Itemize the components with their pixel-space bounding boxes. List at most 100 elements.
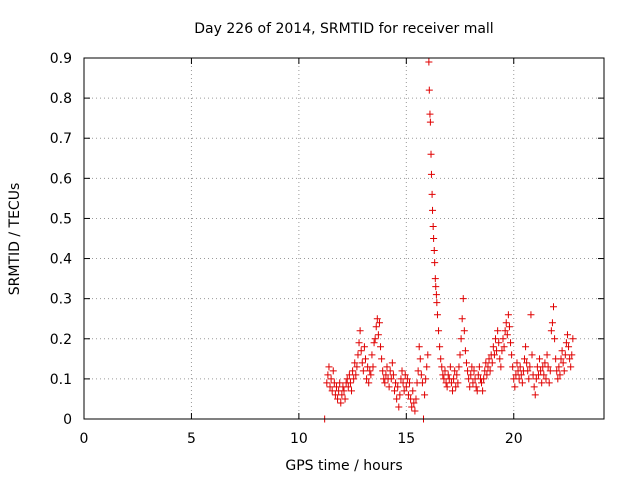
data-point <box>377 343 385 351</box>
data-point <box>363 375 371 383</box>
data-point <box>429 206 437 214</box>
data-point <box>456 351 464 359</box>
data-point <box>475 363 483 371</box>
data-point <box>430 247 438 255</box>
data-point <box>382 371 390 379</box>
data-point <box>348 387 356 395</box>
x-tick-label: 5 <box>187 431 196 447</box>
data-point <box>429 222 437 230</box>
grid <box>84 58 604 419</box>
data-point <box>554 375 562 383</box>
data-point <box>379 367 387 375</box>
data-point <box>432 283 440 291</box>
data-point <box>517 371 525 379</box>
data-point <box>383 363 391 371</box>
data-points <box>321 58 577 423</box>
data-point <box>538 379 546 387</box>
data-point <box>370 339 378 347</box>
data-point <box>498 347 506 355</box>
data-point <box>344 383 352 391</box>
data-point <box>451 367 459 375</box>
data-point <box>531 391 539 399</box>
data-point <box>480 375 488 383</box>
data-point <box>409 387 417 395</box>
data-point <box>395 403 403 411</box>
data-point <box>341 395 349 403</box>
y-tick-label: 0.4 <box>50 252 72 268</box>
y-tick-label: 0.8 <box>50 91 72 107</box>
data-point <box>351 359 359 367</box>
data-point <box>515 375 523 383</box>
data-point <box>541 359 549 367</box>
data-point <box>323 379 331 387</box>
data-point <box>329 367 337 375</box>
data-point <box>396 391 404 399</box>
data-point <box>350 375 358 383</box>
data-point <box>326 383 334 391</box>
data-point <box>390 387 398 395</box>
data-point <box>444 371 452 379</box>
data-point <box>416 355 424 363</box>
data-point <box>502 319 510 327</box>
data-point <box>433 299 441 307</box>
y-tick-label: 0.7 <box>50 131 72 147</box>
data-point <box>496 355 504 363</box>
data-point <box>482 359 490 367</box>
data-point <box>540 371 548 379</box>
data-point <box>543 351 551 359</box>
data-point <box>560 367 568 375</box>
data-point <box>426 110 434 118</box>
data-point <box>522 343 530 351</box>
data-point <box>431 275 439 283</box>
data-point <box>408 403 416 411</box>
data-point <box>530 383 538 391</box>
chart-title: Day 226 of 2014, SRMTID for receiver mal… <box>194 21 493 37</box>
data-point <box>457 335 465 343</box>
data-point <box>508 351 516 359</box>
data-point <box>501 327 509 335</box>
data-point <box>494 327 502 335</box>
x-tick-label: 15 <box>397 431 415 447</box>
data-point <box>438 363 446 371</box>
data-point <box>536 355 544 363</box>
data-point <box>412 395 420 403</box>
data-point <box>352 371 360 379</box>
data-point <box>499 335 507 343</box>
data-point <box>340 387 348 395</box>
y-tick-label: 0.9 <box>50 51 72 67</box>
y-tick-label: 0.1 <box>50 372 72 388</box>
data-point <box>336 379 344 387</box>
data-point <box>542 375 550 383</box>
data-point <box>355 339 363 347</box>
data-point <box>518 379 526 387</box>
data-point <box>385 383 393 391</box>
data-point <box>437 355 445 363</box>
data-point <box>327 375 335 383</box>
x-tick-label: 10 <box>290 431 308 447</box>
data-point <box>365 379 373 387</box>
data-point <box>357 347 365 355</box>
data-point <box>372 323 380 331</box>
data-point <box>551 335 559 343</box>
data-point <box>421 391 429 399</box>
data-point <box>507 339 515 347</box>
data-point <box>524 367 532 375</box>
data-point <box>337 399 345 407</box>
data-point <box>375 319 383 327</box>
data-point <box>369 363 377 371</box>
data-point <box>324 371 332 379</box>
data-point <box>537 367 545 375</box>
y-tick-label: 0 <box>63 412 72 428</box>
data-point <box>525 375 533 383</box>
data-point <box>490 351 498 359</box>
data-point <box>470 367 478 375</box>
data-point <box>432 291 440 299</box>
data-point <box>394 383 402 391</box>
data-point <box>500 343 508 351</box>
data-point <box>422 375 430 383</box>
data-point <box>373 315 381 323</box>
data-point <box>474 371 482 379</box>
data-point <box>410 399 418 407</box>
data-point <box>563 331 571 339</box>
